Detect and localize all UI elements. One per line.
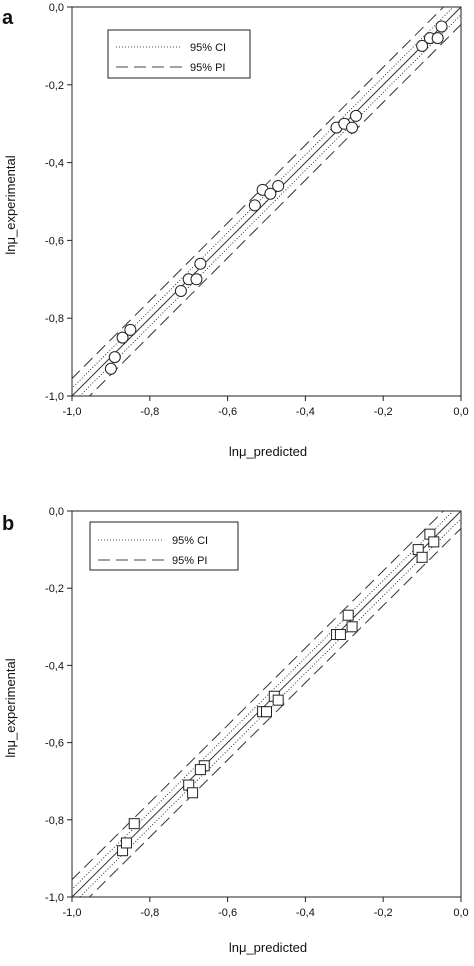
panel-a-y-tick-label: -0,2	[45, 80, 64, 92]
panel-a-plot-area: -1,0 -1,0 -0,8 -0,8 -0,6 -0,6 -0,4 -0,4 -0,2 -0,2…	[45, 2, 469, 418]
panel-b-y-tick-label: -1,0	[45, 892, 64, 904]
panel-a-legend-box	[107, 29, 251, 79]
panel-b-x-tick-label: -0,6	[218, 907, 237, 919]
panel-b: b -1,0 -1,0 -0,8 -0,8 -0,6 -0,6 -0,4 -0,4 -0,2 -0…	[2, 506, 469, 955]
panel-a-data-point	[248, 199, 261, 212]
panel-a-y-tick-label: -1,0	[45, 391, 64, 403]
panel-a-legend-pi-label: 95% PI	[190, 62, 225, 74]
panel-b-y-tick-label: -0,2	[45, 583, 64, 595]
panel-a-y-tick-label: -0,8	[45, 313, 64, 325]
panel-a-ci-lower-line	[79, 14, 461, 396]
panel-a-ci-upper-line	[72, 7, 454, 389]
panel-b-x-tick-label: -0,4	[296, 907, 315, 919]
panel-b-legend: 95% CI 95% PI	[89, 521, 239, 571]
panel-a-pi-lower-line	[88, 23, 461, 396]
panel-a-x-tick-label: 0,0	[453, 406, 468, 418]
panel-a-y-axis-title: lnμ_experimental	[3, 155, 18, 254]
panel-a-pi-upper-line	[72, 7, 445, 380]
panel-a-plot-frame	[71, 6, 462, 397]
panel-a-data-point	[346, 121, 359, 134]
panel-a-data-point	[190, 273, 203, 286]
panel-b-y-axis-title: lnμ_experimental	[3, 658, 18, 757]
panel-a-x-tick-label: -0,2	[374, 406, 393, 418]
panel-b-legend-box	[89, 521, 239, 571]
panel-a-y-tick-label: 0,0	[49, 2, 64, 14]
panel-b-data-point	[194, 764, 206, 776]
panel-a-legend: 95% CI 95% PI	[107, 29, 251, 79]
panel-a-data-point	[272, 179, 285, 192]
panel-a-data-point	[431, 32, 444, 45]
panel-a-data-point	[264, 187, 277, 200]
panel-a-data-point	[349, 109, 362, 122]
panel-a-x-tick-label: -0,8	[140, 406, 159, 418]
panel-b-data-point	[261, 706, 272, 718]
panel-a-x-axis-title: lnμ_predicted	[229, 444, 307, 459]
panel-b-plot-area: -1,0 -1,0 -0,8 -0,8 -0,6 -0,6 -0,4 -0,4 -0,2 -0,2…	[45, 506, 469, 919]
panel-b-data-point	[416, 551, 428, 563]
panel-a-x-tick-label: -0,4	[296, 406, 315, 418]
panel-a-y-tick-label: -0,4	[45, 158, 64, 170]
panel-b-x-tick-label: -0,2	[374, 907, 393, 919]
panel-b-pi-upper-line	[72, 511, 445, 881]
panel-b-legend-ci-label: 95% CI	[172, 535, 208, 547]
panel-a-y-tick-label: -0,6	[45, 235, 64, 247]
panel-b-y-tick-label: 0,0	[49, 506, 64, 518]
panel-a-data-point	[124, 323, 137, 336]
panel-b-x-tick-label: -1,0	[63, 907, 82, 919]
panel-a-label: a	[2, 7, 14, 29]
panel-a-data-point	[416, 39, 429, 52]
panel-a-x-tick-label: -1,0	[63, 406, 82, 418]
panel-b-data-point	[342, 609, 354, 621]
panel-b-y-tick-label: -0,4	[45, 660, 64, 672]
panel-b-y-tick-label: -0,8	[45, 815, 64, 827]
panel-b-data-point	[128, 818, 140, 830]
panel-a: a -1,0 -1,0 -0,8 -0,8 -0,6 -0,6 -0,4 -0,4 -0,2 -0…	[2, 2, 469, 459]
panel-a-data-point	[435, 20, 448, 33]
panel-b-label: b	[2, 513, 14, 535]
panel-b-x-axis-title: lnμ_predicted	[229, 940, 307, 955]
panel-b-plot-frame	[71, 510, 462, 898]
panel-b-data-point	[120, 837, 132, 849]
panel-b-y-tick-label: -0,6	[45, 738, 64, 750]
panel-b-data-point	[187, 787, 199, 799]
panel-b-data-point	[428, 536, 440, 548]
panel-b-data-point	[334, 629, 346, 641]
panel-a-x-tick-label: -0,6	[218, 406, 237, 418]
panel-a-regression-line	[72, 7, 461, 396]
panel-a-data-point	[116, 331, 129, 344]
panel-b-x-tick-label: 0,0	[453, 907, 468, 919]
panel-b-pi-lower-line	[88, 527, 461, 897]
panel-a-data-point	[104, 362, 117, 375]
panel-b-data-point	[272, 694, 284, 706]
panel-b-legend-pi-label: 95% PI	[172, 555, 207, 567]
panel-a-data-point	[194, 257, 207, 270]
panel-b-data-point	[346, 621, 358, 633]
panel-a-data-point	[108, 351, 121, 364]
panel-a-band-lines	[72, 7, 461, 396]
panel-b-x-tick-label: -0,8	[140, 907, 159, 919]
panel-a-data-point	[174, 284, 187, 297]
panel-a-legend-ci-label: 95% CI	[190, 42, 226, 54]
